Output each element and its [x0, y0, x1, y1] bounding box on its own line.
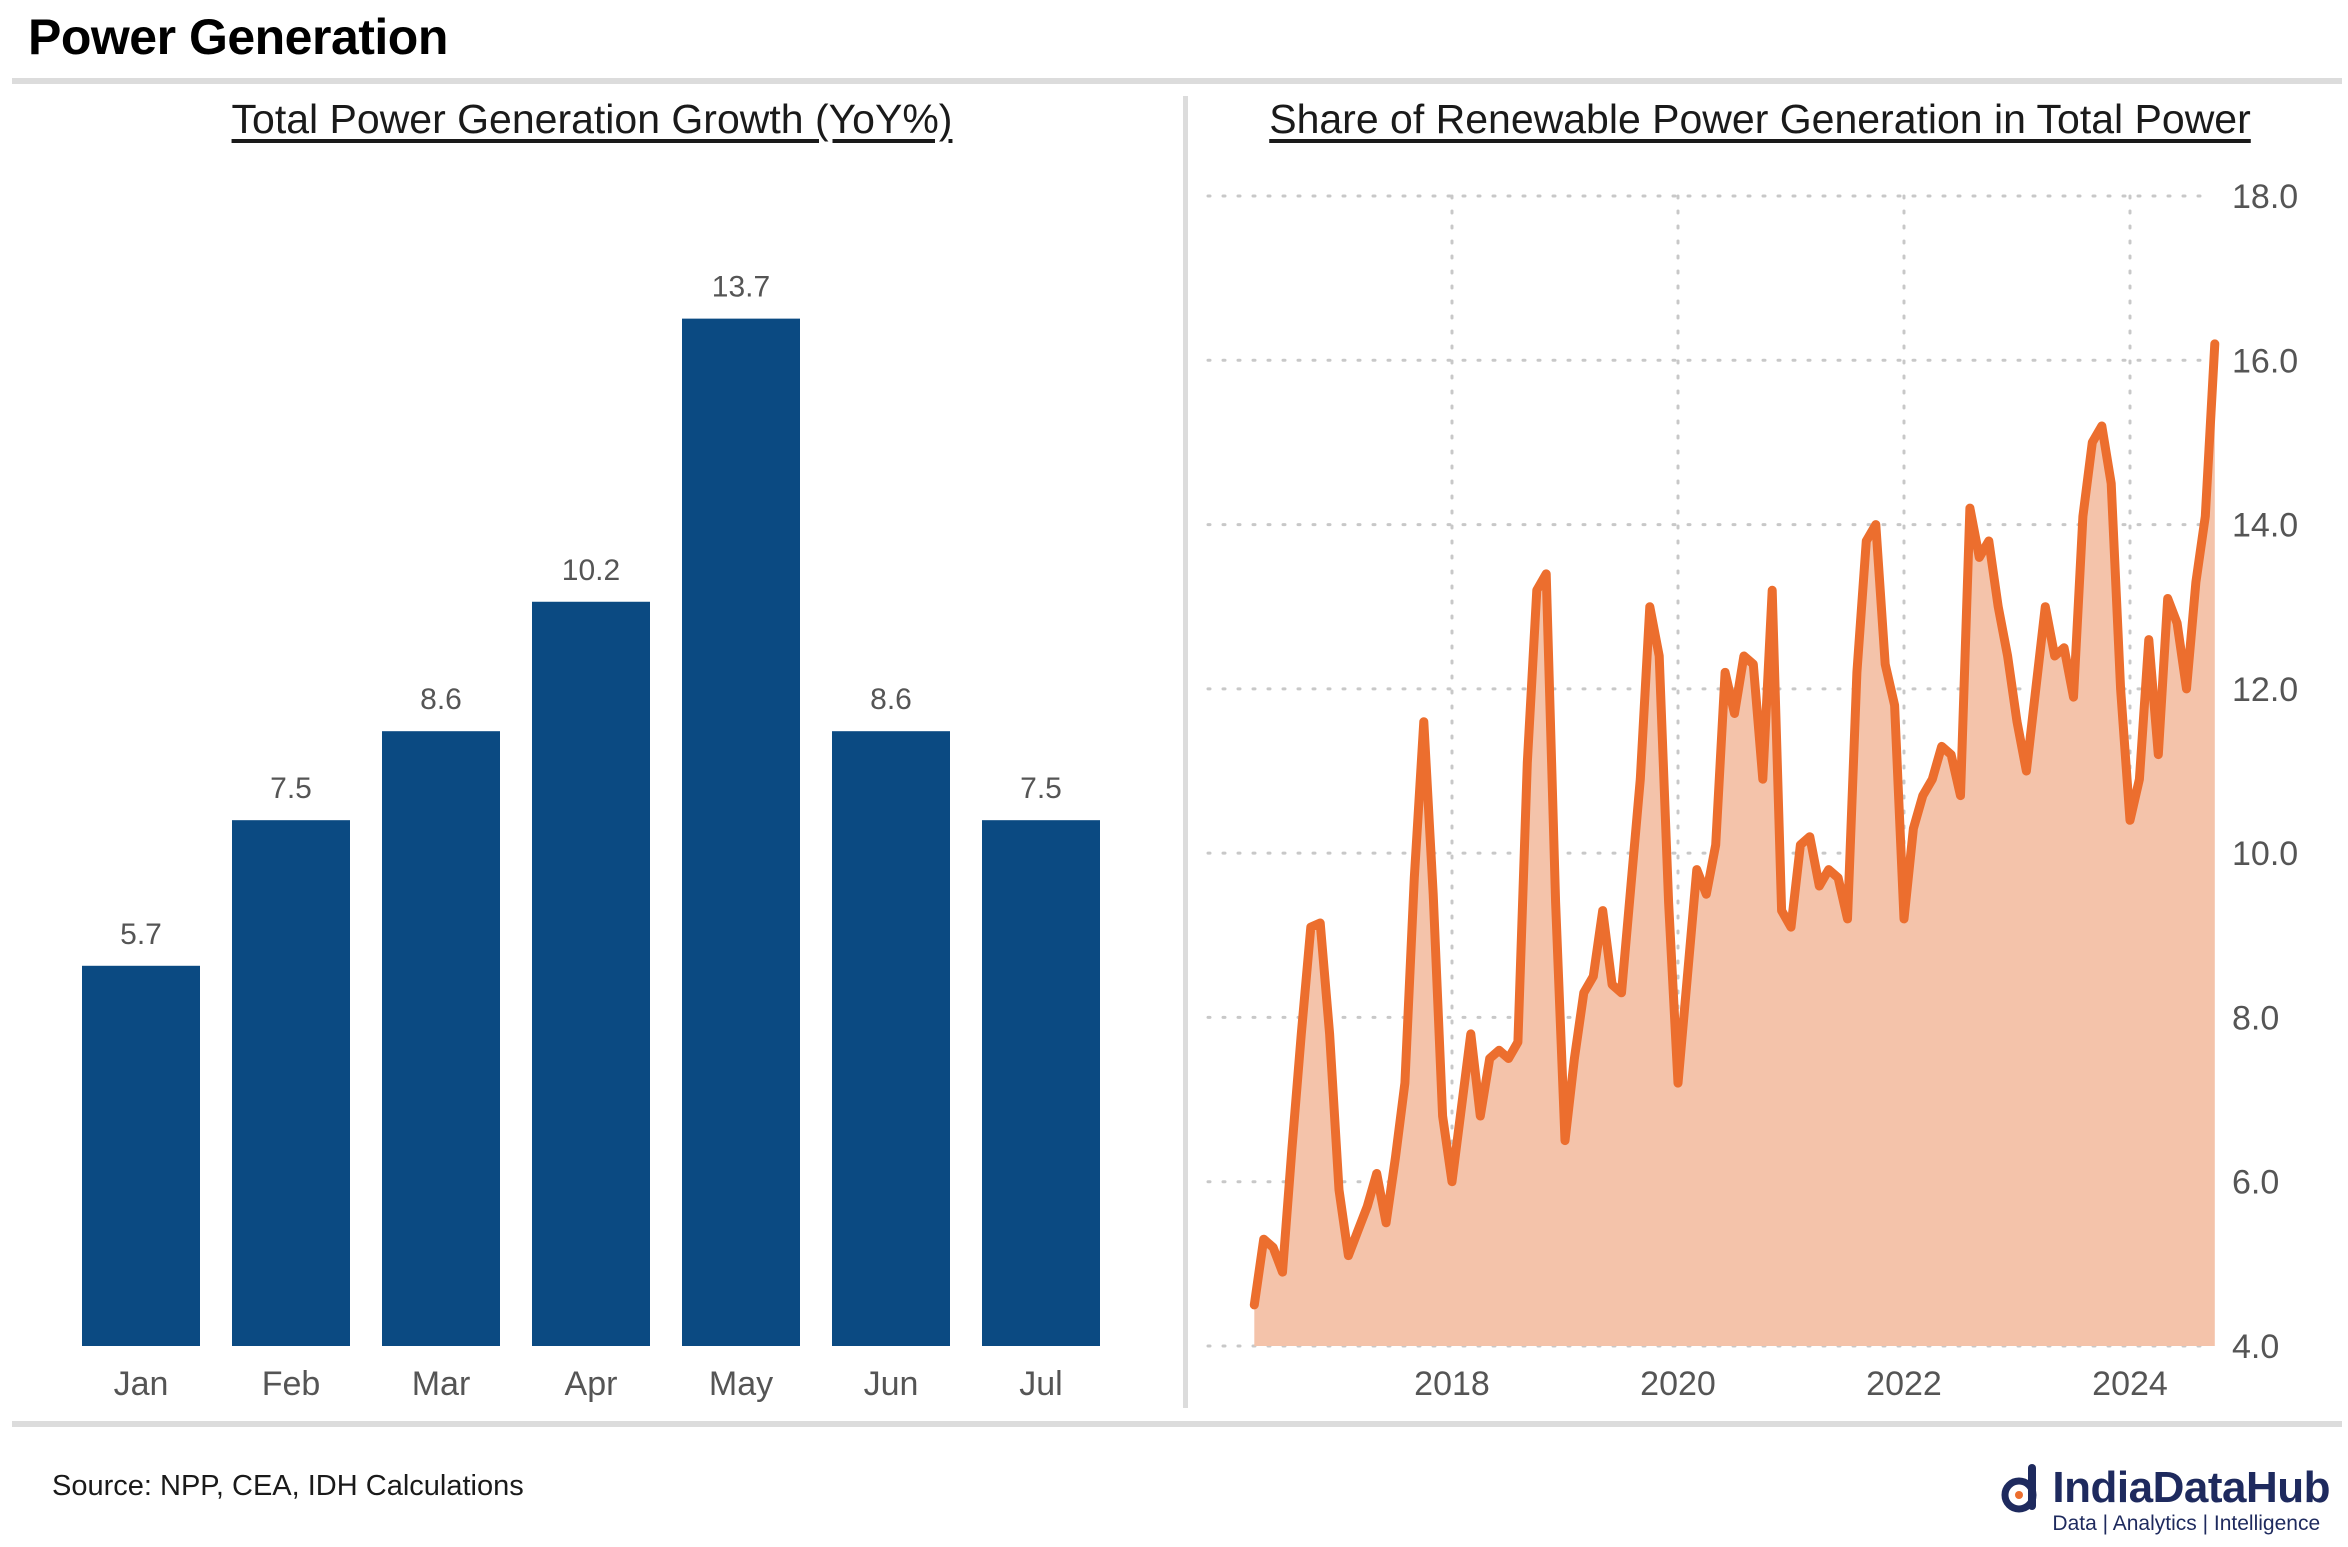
bottom-divider: [12, 1421, 2342, 1427]
brand-tagline: Data | Analytics | Intelligence: [2052, 1512, 2321, 1535]
bar-value-label: 13.7: [712, 271, 770, 304]
y-tick-label: 16.0: [2232, 342, 2298, 380]
x-tick-label: Jan: [114, 1365, 169, 1403]
bar: [532, 601, 650, 1346]
bar-value-label: 10.2: [562, 554, 620, 587]
bar: [82, 965, 200, 1346]
area-chart: 4.0 6.0 8.0 10.0 12.0 14.0 16.0 18.0 2018 2020 202…: [1206, 178, 2298, 1403]
renewable-share-line: [1249, 339, 2220, 1310]
bar-value-label: 5.7: [120, 918, 162, 951]
bar: [232, 820, 350, 1346]
x-tick-label: 2018: [1414, 1365, 1490, 1403]
area-chart-title: Share of Renewable Power Generation in T…: [1269, 96, 2251, 142]
y-tick-label: 6.0: [2232, 1164, 2279, 1202]
bar: [982, 820, 1100, 1346]
bar: [382, 731, 500, 1346]
x-tick-label: Mar: [412, 1365, 471, 1403]
y-tick-label: 14.0: [2232, 507, 2298, 545]
bar-value-label: 7.5: [1020, 772, 1062, 805]
x-tick-label: Jun: [864, 1365, 919, 1403]
x-tick-label: 2022: [1866, 1365, 1942, 1403]
x-tick-label: Jul: [1019, 1365, 1062, 1403]
page-title: Power Generation: [28, 9, 448, 65]
bar-chart: 5.7 Jan 7.5 Feb 8.6 Mar 10.2 Apr 13.7 May 8.6 Jun 7.…: [82, 271, 1100, 1403]
panel-divider: [1183, 96, 1188, 1408]
bar: [682, 318, 800, 1347]
x-tick-label: 2024: [2092, 1365, 2168, 1403]
brand-mark-icon: [2000, 1462, 2044, 1514]
bar-value-label: 8.6: [870, 683, 912, 716]
bar: [832, 731, 950, 1346]
brand-name: IndiaDataHub: [2052, 1463, 2330, 1512]
brand-logo[interactable]: IndiaDataHub Data | Analytics | Intellig…: [2000, 1462, 2330, 1536]
x-tick-label: Feb: [262, 1365, 321, 1403]
bar-value-label: 7.5: [270, 772, 312, 805]
x-tick-label: Apr: [565, 1365, 618, 1403]
y-tick-label: 4.0: [2232, 1328, 2279, 1366]
x-tick-label: 2020: [1640, 1365, 1716, 1403]
y-tick-label: 18.0: [2232, 178, 2298, 216]
x-tick-label: May: [709, 1365, 773, 1403]
renewable-share-area: [1254, 343, 2215, 1346]
bar-value-label: 8.6: [420, 683, 462, 716]
top-divider: [12, 78, 2342, 84]
y-tick-label: 12.0: [2232, 671, 2298, 709]
bar-chart-title: Total Power Generation Growth (YoY%): [231, 96, 953, 142]
y-tick-label: 10.0: [2232, 835, 2298, 873]
source-note: Source: NPP, CEA, IDH Calculations: [52, 1470, 524, 1502]
y-tick-label: 8.0: [2232, 999, 2279, 1037]
